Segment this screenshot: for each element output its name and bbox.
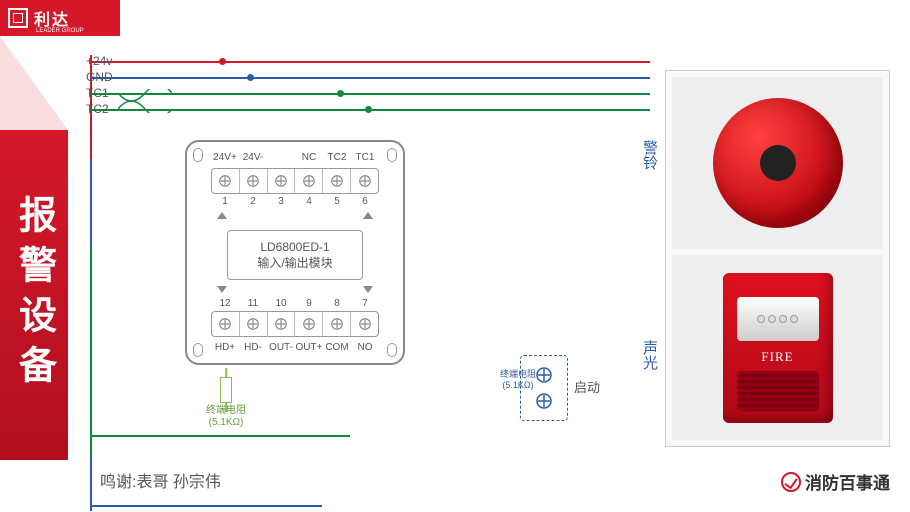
strobe-text: FIRE — [723, 349, 833, 365]
terminal-screw — [212, 312, 240, 336]
wire-gnd-down — [90, 159, 92, 247]
terminal-screw — [351, 169, 378, 193]
wire — [90, 507, 92, 511]
bus-gnd: GND — [90, 77, 650, 79]
arrow-icon — [363, 286, 373, 293]
photo-label-bell: 警铃 — [639, 140, 660, 170]
top-terminal-nums: 123456 — [211, 196, 379, 207]
alarm-bell — [713, 98, 843, 228]
module-model: LD6800ED-1 — [260, 240, 329, 254]
terminal-screw — [323, 169, 351, 193]
wire-tc1-down — [90, 319, 92, 375]
mount-hole — [387, 148, 397, 162]
bot-terminal-labels: HD+HD-OUT-OUT+COMNO — [211, 342, 379, 353]
node — [365, 106, 372, 113]
decor-triangle — [0, 36, 68, 130]
photo-strobe: FIRE — [672, 255, 883, 440]
brand-sub: LEADER GROUP — [36, 28, 84, 34]
start-label: 启动 — [574, 377, 600, 396]
device-photos: FIRE — [665, 70, 890, 447]
brand-logo: 利达 LEADER GROUP — [0, 0, 120, 36]
io-module: 24V+24V-NCTC2TC1 123456 LD6800ED-1 输入/输出… — [185, 140, 405, 365]
terminal-resistor-2: 终端电阻 (5.1KΩ) — [500, 369, 536, 391]
brand-name: 利达 — [34, 6, 70, 30]
screw-icon — [536, 367, 552, 383]
footer-brand-icon — [781, 472, 801, 492]
bot-terminal-nums: 121110987 — [211, 298, 379, 309]
twisted-pair-icon — [118, 89, 172, 113]
terminal-screw — [212, 169, 240, 193]
bot-terminals — [211, 311, 379, 337]
bus-24v: +24v — [90, 61, 650, 63]
photo-label-strobe: 声光 — [639, 340, 660, 370]
arrow-icon — [217, 212, 227, 219]
module-subtitle: 输入/输出模块 — [257, 254, 332, 271]
mount-hole — [193, 148, 203, 162]
module-chip: LD6800ED-1 输入/输出模块 — [227, 230, 363, 280]
page-title-vertical: 报警设备 — [0, 130, 68, 460]
wire — [90, 437, 92, 457]
terminal-screw — [295, 169, 323, 193]
wire — [90, 375, 92, 435]
logo-icon — [8, 8, 28, 28]
wire — [90, 435, 350, 437]
wire — [90, 457, 92, 505]
arrow-icon — [363, 212, 373, 219]
strobe-lens — [737, 297, 819, 341]
photo-bell — [672, 77, 883, 249]
wire — [90, 505, 322, 507]
footer-brand: 消防百事通 — [781, 469, 890, 494]
credit-text: 鸣谢:表哥 孙宗伟 — [100, 468, 221, 492]
screw-icon — [536, 393, 552, 409]
node — [219, 58, 226, 65]
terminal-screw — [240, 169, 268, 193]
top-terminal-labels: 24V+24V-NCTC2TC1 — [211, 152, 379, 163]
terminal-screw — [323, 312, 351, 336]
terminal-screw — [268, 169, 296, 193]
top-terminals — [211, 168, 379, 194]
fire-strobe: FIRE — [723, 273, 833, 423]
terminal-screw — [268, 312, 296, 336]
terminal-screw — [351, 312, 378, 336]
wiring-diagram: +24v GND TC1 TC2 24V+24V-NCTC2TC1 123456… — [90, 55, 650, 455]
arrow-icon — [217, 286, 227, 293]
wire-tc2-down — [90, 247, 92, 319]
terminal-screw — [295, 312, 323, 336]
terminal-screw — [240, 312, 268, 336]
mount-hole — [193, 343, 203, 357]
terminal-resistor-1: 终端电阻 (5.1KΩ) — [206, 377, 246, 429]
strobe-grille — [737, 371, 819, 411]
bus-tc1: TC1 — [90, 93, 650, 95]
node — [247, 74, 254, 81]
node — [337, 90, 344, 97]
mount-hole — [387, 343, 397, 357]
